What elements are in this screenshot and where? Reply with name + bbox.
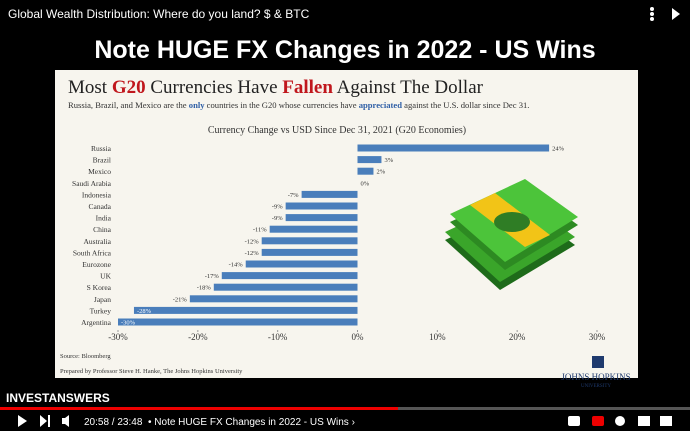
category-label: South Africa	[73, 248, 112, 257]
bar	[261, 237, 358, 245]
chapter[interactable]: • Note HUGE FX Changes in 2022 - US Wins…	[148, 417, 355, 428]
x-tick-label: 0%	[352, 332, 365, 342]
x-tick-label: -10%	[268, 332, 288, 342]
money-illustration	[445, 179, 578, 290]
bar	[133, 306, 358, 314]
value-label: -14%	[229, 262, 244, 269]
category-label: Argentina	[81, 318, 112, 327]
category-label: Saudi Arabia	[72, 179, 112, 188]
category-label: S Korea	[87, 283, 112, 292]
logo-sub: UNIVERSITY	[581, 384, 611, 389]
chart-subtitle: Russia, Brazil, and Mexico are the only …	[68, 100, 529, 110]
next-button[interactable]	[40, 415, 50, 427]
category-label: Australia	[84, 237, 112, 246]
value-label: -12%	[245, 250, 260, 257]
bar	[221, 272, 358, 280]
logo-name: JOHNS HOPKINS	[561, 372, 630, 382]
x-tick-label: 10%	[429, 332, 446, 342]
bar	[245, 260, 358, 268]
category-label: Japan	[94, 295, 111, 304]
bar	[269, 225, 358, 233]
value-label: -21%	[173, 296, 188, 303]
category-label: India	[96, 214, 112, 223]
bar	[357, 167, 374, 175]
bar	[261, 248, 358, 256]
category-label: China	[93, 225, 112, 234]
category-label: Canada	[89, 202, 112, 211]
category-label: Indonesia	[82, 190, 112, 199]
bar	[213, 283, 358, 291]
bar	[285, 214, 358, 222]
x-tick-label: 20%	[509, 332, 526, 342]
play-button[interactable]	[18, 415, 27, 427]
category-label: UK	[100, 272, 111, 281]
share-icon[interactable]	[672, 8, 680, 20]
value-label: 0%	[361, 180, 370, 187]
time: 20:58 / 23:48	[84, 417, 143, 428]
watermark: INVESTANSWERS	[6, 391, 110, 405]
value-label: -12%	[245, 238, 260, 245]
x-tick-label: -30%	[108, 332, 128, 342]
value-label: -11%	[253, 227, 267, 234]
value-label: -9%	[272, 204, 283, 211]
category-label: Brazil	[93, 156, 111, 165]
value-label: 3%	[384, 157, 393, 164]
bar	[189, 295, 358, 303]
volume-button[interactable]	[62, 415, 69, 427]
category-label: Russia	[91, 144, 112, 153]
overlay-heading: Note HUGE FX Changes in 2022 - US Wins	[94, 36, 595, 64]
value-label: -9%	[272, 215, 283, 222]
value-label: -30%	[121, 320, 136, 327]
x-tick-label: 30%	[589, 332, 606, 342]
value-label: 2%	[376, 169, 385, 176]
bar	[357, 144, 550, 152]
top-icons	[650, 7, 680, 21]
logo-shield	[592, 356, 604, 368]
value-label: -17%	[205, 273, 220, 280]
category-label: Eurozone	[82, 260, 111, 269]
value-label: -28%	[137, 308, 152, 315]
progress-played	[0, 407, 398, 410]
bar	[118, 318, 358, 326]
bar	[285, 202, 358, 210]
value-label: -7%	[288, 192, 299, 199]
bar	[301, 190, 358, 198]
value-label: -18%	[197, 285, 212, 292]
category-label: Mexico	[88, 167, 111, 176]
plot-title: Currency Change vs USD Since Dec 31, 202…	[208, 125, 466, 136]
credit: Prepared by Professor Steve H. Hanke, Th…	[60, 368, 243, 375]
category-label: Turkey	[90, 306, 112, 315]
right-controls[interactable]	[568, 416, 672, 426]
bar	[357, 156, 382, 164]
source: Source: Bloomberg	[60, 353, 111, 360]
x-tick-label: -20%	[188, 332, 208, 342]
chart-title: Most G20 Currencies Have Fallen Against …	[68, 77, 484, 98]
video-title: Global Wealth Distribution: Where do you…	[8, 7, 310, 21]
value-label: 24%	[552, 146, 565, 153]
